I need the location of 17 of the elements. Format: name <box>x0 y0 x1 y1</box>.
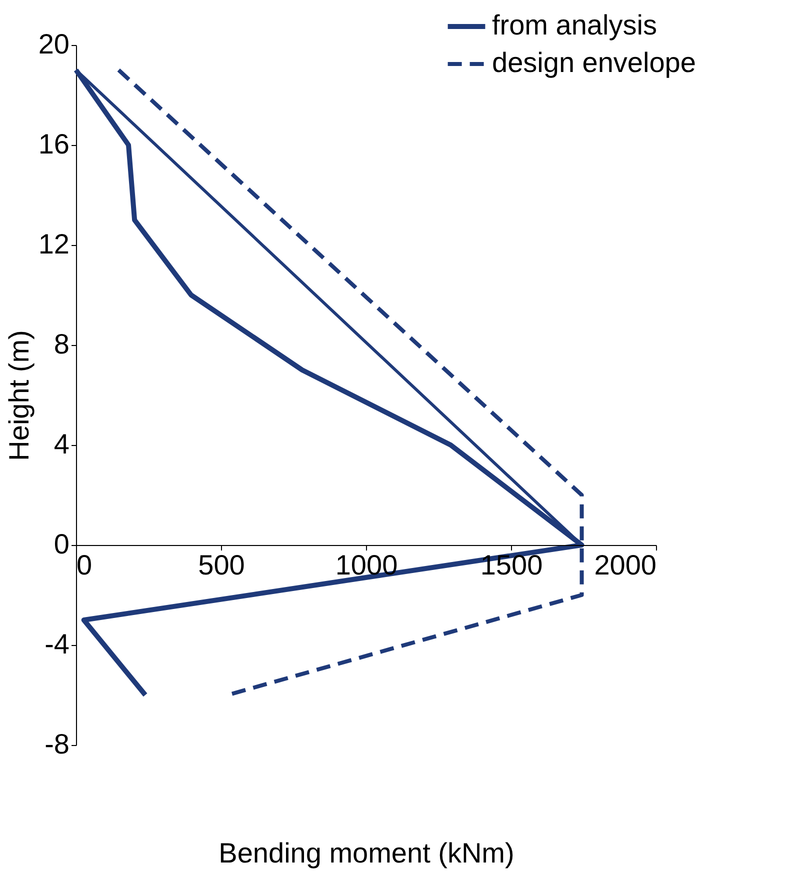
y-tick-label: 20 <box>38 28 70 60</box>
x-tick-label: 0 <box>76 550 92 580</box>
x-tick-label: 1500 <box>480 550 543 580</box>
y-axis-title: Height (m) <box>3 330 34 461</box>
legend-label: from analysis <box>492 10 657 40</box>
y-tick-label: 16 <box>38 128 70 160</box>
x-tick-label: 1000 <box>335 550 398 580</box>
x-axis-title: Bending moment (kNm) <box>218 838 514 868</box>
y-tick-label: 8 <box>54 328 70 360</box>
legend-label: design envelope <box>492 47 696 78</box>
x-tick-label: 500 <box>198 550 245 580</box>
y-tick-label: 0 <box>54 528 70 560</box>
y-tick-label: -8 <box>44 728 70 760</box>
y-tick-label: -4 <box>44 628 70 660</box>
y-tick-label: 12 <box>38 228 70 260</box>
x-tick-label: 2000 <box>594 550 656 580</box>
y-tick-label: 4 <box>54 428 70 460</box>
